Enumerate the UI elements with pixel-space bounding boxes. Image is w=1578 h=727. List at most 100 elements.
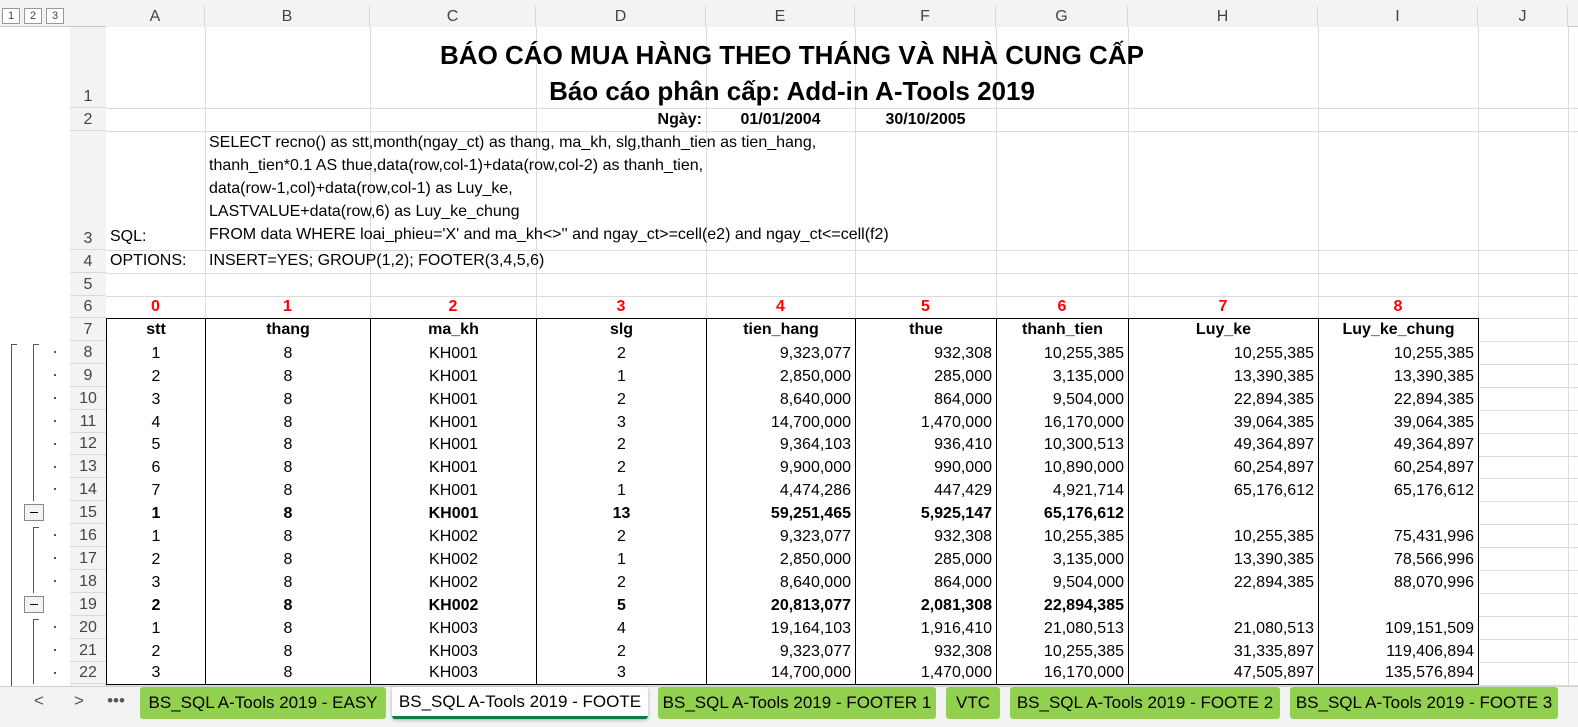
table-cell: 1 xyxy=(536,363,707,388)
table-cell: KH003 xyxy=(370,661,537,686)
outline-level-button[interactable]: 2 xyxy=(24,8,42,24)
table-cell: 2,081,308 xyxy=(855,592,997,617)
table-cell: KH001 xyxy=(370,341,537,365)
table-cell: KH001 xyxy=(370,363,537,388)
sheet-tab[interactable]: BS_SQL A-Tools 2019 - FOOTE 3 xyxy=(1290,687,1558,719)
table-cell: 9,364,103 xyxy=(706,432,856,457)
column-letter[interactable]: J xyxy=(1478,6,1568,27)
table-cell: 8 xyxy=(205,638,371,663)
table-cell: 447,429 xyxy=(855,478,997,503)
table-cell: 8 xyxy=(205,570,371,594)
table-cell: 22,894,385 xyxy=(1318,386,1479,411)
row-number[interactable]: 20 xyxy=(70,615,106,639)
row-number[interactable]: 13 xyxy=(70,455,106,479)
row-number[interactable]: 22 xyxy=(70,661,106,685)
table-cell: 10,255,385 xyxy=(996,341,1129,365)
table-cell: 8,640,000 xyxy=(706,570,856,594)
date-label: Ngày: xyxy=(657,111,702,128)
tab-nav-button[interactable]: ••• xyxy=(107,691,125,710)
table-cell: 2 xyxy=(536,455,707,480)
row-number[interactable]: 10 xyxy=(70,386,106,410)
row-number[interactable]: 1 xyxy=(70,27,106,108)
row-number[interactable]: 14 xyxy=(70,478,106,502)
table-cell: 8 xyxy=(205,547,371,571)
row-number[interactable]: 2 xyxy=(70,108,106,131)
row-number[interactable]: 18 xyxy=(70,570,106,593)
sheet-tab[interactable]: BS_SQL A-Tools 2019 - FOOTE 2 xyxy=(1010,687,1280,719)
row-number[interactable]: 4 xyxy=(70,250,106,273)
column-letter[interactable]: E xyxy=(706,6,855,27)
table-cell: 60,254,897 xyxy=(1318,455,1479,480)
column-letter[interactable]: C xyxy=(370,6,536,27)
column-letter[interactable]: F xyxy=(855,6,996,27)
column-index: 6 xyxy=(1057,298,1067,315)
sheet-tab[interactable]: BS_SQL A-Tools 2019 - FOOTER 1 xyxy=(658,687,936,719)
row-number[interactable]: 11 xyxy=(70,409,106,433)
row-number[interactable]: 17 xyxy=(70,547,106,570)
row-number[interactable]: 19 xyxy=(70,592,106,616)
outline-collapse-button[interactable] xyxy=(24,595,44,613)
column-letter[interactable]: B xyxy=(205,6,370,27)
table-cell: 2 xyxy=(106,592,206,617)
sheet-tab[interactable]: BS_SQL A-Tools 2019 - FOOTE xyxy=(392,687,648,719)
table-cell: 9,323,077 xyxy=(706,524,856,549)
table-cell: KH002 xyxy=(370,570,537,594)
outline-dot xyxy=(54,442,56,445)
table-cell: 3 xyxy=(106,386,206,411)
outline-dot xyxy=(54,351,56,353)
field-header: ma_kh xyxy=(370,318,537,342)
date-from: 01/01/2004 xyxy=(740,111,821,128)
column-letter[interactable]: D xyxy=(536,6,706,27)
table-cell: 2 xyxy=(536,341,707,365)
table-cell: 4,921,714 xyxy=(996,478,1129,503)
table-cell: 13,390,385 xyxy=(1128,363,1319,388)
field-header: slg xyxy=(536,318,707,342)
outline-dot xyxy=(54,625,56,628)
row-number[interactable]: 15 xyxy=(70,501,106,525)
table-cell: 31,335,897 xyxy=(1128,638,1319,663)
field-header: Luy_ke_chung xyxy=(1318,318,1479,342)
column-letter[interactable]: G xyxy=(996,6,1128,27)
table-cell: 3 xyxy=(536,409,707,434)
column-index: 1 xyxy=(283,298,292,315)
outline-bracket xyxy=(11,344,17,689)
table-cell: 22,894,385 xyxy=(1128,570,1319,594)
sql-line: LASTVALUE+data(row,6) as Luy_ke_chung xyxy=(209,203,520,220)
table-cell: KH001 xyxy=(370,409,537,434)
outline-dot xyxy=(54,373,56,376)
column-letter[interactable]: H xyxy=(1128,6,1318,27)
row-number[interactable]: 3 xyxy=(70,131,106,250)
table-cell: 1 xyxy=(106,501,206,526)
row-number[interactable]: 21 xyxy=(70,638,106,662)
grid-line xyxy=(106,296,1578,297)
row-number[interactable]: 5 xyxy=(70,273,106,296)
table-cell: KH002 xyxy=(370,592,537,617)
tab-nav-button[interactable]: > xyxy=(74,691,84,710)
outline-bracket xyxy=(33,527,39,593)
table-cell: 20,813,077 xyxy=(706,592,856,617)
table-cell: 5,925,147 xyxy=(855,501,997,526)
row-number[interactable]: 9 xyxy=(70,363,106,387)
column-letter[interactable]: A xyxy=(106,6,205,27)
row-number[interactable]: 7 xyxy=(70,318,106,341)
table-cell: 9,323,077 xyxy=(706,341,856,365)
table-cell: 3,135,000 xyxy=(996,547,1129,571)
sheet-tab[interactable]: VTC xyxy=(946,687,1000,719)
table-cell: 2 xyxy=(536,570,707,594)
table-cell: 16,170,000 xyxy=(996,409,1129,434)
outline-level-button[interactable]: 3 xyxy=(46,8,64,24)
row-number[interactable]: 6 xyxy=(70,296,106,318)
table-cell: 109,151,509 xyxy=(1318,615,1479,640)
table-cell: 2 xyxy=(106,547,206,571)
row-number[interactable]: 16 xyxy=(70,524,106,548)
table-cell: 5 xyxy=(536,592,707,617)
grid-line xyxy=(106,250,1578,251)
row-number[interactable]: 8 xyxy=(70,341,106,364)
row-number[interactable]: 12 xyxy=(70,432,106,456)
table-cell: 65,176,612 xyxy=(1128,478,1319,503)
column-letter[interactable]: I xyxy=(1318,6,1478,27)
outline-level-button[interactable]: 1 xyxy=(2,8,20,24)
outline-collapse-button[interactable] xyxy=(24,504,44,522)
sheet-tab[interactable]: BS_SQL A-Tools 2019 - EASY xyxy=(140,687,386,719)
tab-nav-button[interactable]: < xyxy=(34,691,44,710)
